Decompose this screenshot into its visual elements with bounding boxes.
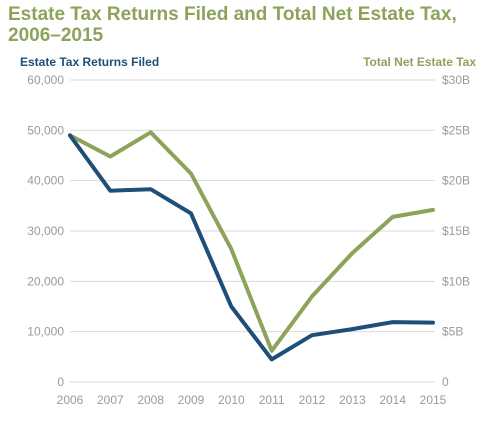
series-line-returns-filed [68,133,435,362]
left-tick-label: 40,000 [27,174,64,188]
right-tick-label: $10B [442,274,470,288]
left-tick-label: 10,000 [27,325,64,339]
x-tick-label: 2013 [339,393,366,407]
x-tick-label: 2015 [420,393,447,407]
x-tick-label: 2007 [97,393,124,407]
right-tick-label: 0 [442,375,449,389]
left-tick-label: 0 [57,375,64,389]
x-axis-ticks: 2006 2007 2008 2009 2010 2011 2012 2013 2014 2015 [57,393,447,407]
x-tick-label: 2012 [299,393,326,407]
x-tick-label: 2011 [259,393,285,407]
left-tick-label: 30,000 [27,224,64,238]
x-tick-label: 2010 [218,393,245,407]
left-axis-label: Estate Tax Returns Filed [20,55,160,69]
series-line-net-estate-tax [68,130,435,353]
left-tick-label: 20,000 [27,274,64,288]
right-tick-label: $25B [442,123,470,137]
x-tick-label: 2014 [379,393,406,407]
x-tick-label: 2009 [178,393,205,407]
right-tick-label: $20B [442,174,470,188]
gridlines [70,79,435,383]
chart-title: Estate Tax Returns Filed and Total Net E… [8,4,457,46]
right-axis-label: Total Net Estate Tax [363,55,476,69]
right-axis-ticks: 0 $5B $10B $15B $20B $25B $30B [442,73,470,389]
right-tick-label: $5B [442,325,463,339]
left-tick-label: 50,000 [27,123,64,137]
right-tick-label: $15B [442,224,470,238]
right-tick-label: $30B [442,73,470,87]
series-lines [68,130,435,362]
x-tick-label: 2006 [57,393,84,407]
left-tick-label: 60,000 [27,73,64,87]
left-axis-ticks: 0 10,000 20,000 30,000 40,000 50,000 60,000 [27,73,64,389]
x-tick-label: 2008 [137,393,164,407]
